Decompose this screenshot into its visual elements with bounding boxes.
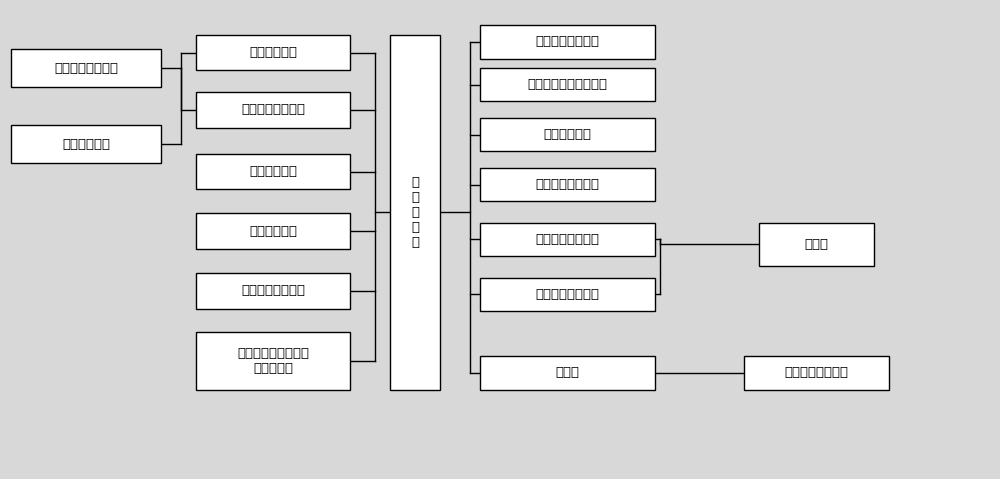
Text: 动作命令识别模块: 动作命令识别模块 (241, 103, 305, 116)
Bar (196, 332, 350, 389)
Text: 数据处理模块: 数据处理模块 (249, 46, 297, 59)
Text: 动作标准判定模块: 动作标准判定模块 (535, 35, 599, 48)
Bar (480, 278, 655, 311)
Text: 数据库: 数据库 (555, 366, 579, 379)
Text: 激光测速装置: 激光测速装置 (249, 225, 297, 238)
Text: 训练结果统计模块: 训练结果统计模块 (785, 366, 849, 379)
Bar (744, 356, 889, 389)
Bar (480, 223, 655, 256)
Bar (196, 92, 350, 127)
Bar (390, 34, 440, 389)
Bar (480, 25, 655, 58)
Text: 显示屏: 显示屏 (805, 238, 829, 251)
Text: 人机操作模块: 人机操作模块 (249, 165, 297, 178)
Text: 疑难问题汇总模块: 疑难问题汇总模块 (535, 233, 599, 246)
Bar (759, 223, 874, 266)
Text: 动作命令识别模块: 动作命令识别模块 (535, 178, 599, 191)
Text: 动作指导建议输出模块: 动作指导建议输出模块 (527, 78, 607, 91)
Bar (11, 125, 161, 163)
Bar (11, 49, 161, 87)
Bar (480, 68, 655, 102)
Bar (196, 34, 350, 70)
Text: 音频采集模块: 音频采集模块 (62, 138, 110, 151)
Text: 中
央
处
理
器: 中 央 处 理 器 (411, 176, 419, 249)
Text: 每日任务完成情况汇
总评估模块: 每日任务完成情况汇 总评估模块 (237, 347, 309, 375)
Bar (196, 213, 350, 249)
Bar (480, 118, 655, 151)
Bar (480, 356, 655, 389)
Bar (480, 168, 655, 201)
Text: 人工专家解答模块: 人工专家解答模块 (535, 288, 599, 301)
Bar (196, 154, 350, 190)
Text: 三维教学模块: 三维教学模块 (543, 128, 591, 141)
Text: 图像数据采集模块: 图像数据采集模块 (54, 62, 118, 75)
Text: 运动状态采集模块: 运动状态采集模块 (241, 284, 305, 297)
Bar (196, 273, 350, 308)
